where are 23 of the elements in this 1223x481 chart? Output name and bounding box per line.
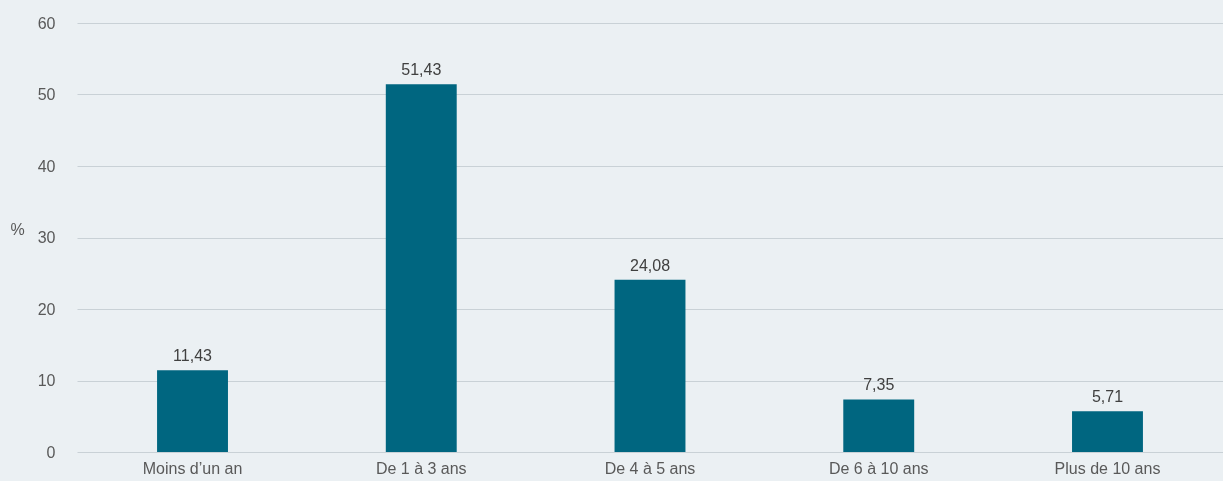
y-tick-label: 40: [37, 157, 56, 175]
data-label: 5,71: [1091, 388, 1124, 406]
data-label: 7,35: [863, 376, 895, 394]
bar: [385, 84, 457, 452]
y-axis-title: %: [10, 221, 25, 238]
y-tick-label: 0: [46, 443, 56, 461]
y-tick-label: 60: [37, 14, 56, 32]
x-tick-label: De 1 à 3 ans: [375, 459, 467, 477]
x-tick-label: Plus de 10 ans: [1054, 459, 1161, 477]
bar: [1072, 411, 1143, 452]
bar: [843, 399, 915, 452]
data-label: 24,08: [629, 256, 671, 274]
y-tick-label: 20: [37, 300, 56, 318]
x-tick-label: Moins d’un an: [142, 459, 243, 477]
x-tick-label: De 4 à 5 ans: [604, 459, 696, 477]
data-label: 51,43: [401, 61, 442, 79]
y-tick-label: 50: [37, 86, 56, 103]
data-label: 11,43: [173, 347, 213, 365]
y-tick-label: 10: [37, 372, 56, 389]
bar: [157, 370, 228, 452]
y-tick-label: 30: [37, 229, 56, 246]
bar: [614, 279, 686, 452]
x-tick-label: De 6 à 10 ans: [828, 459, 929, 477]
